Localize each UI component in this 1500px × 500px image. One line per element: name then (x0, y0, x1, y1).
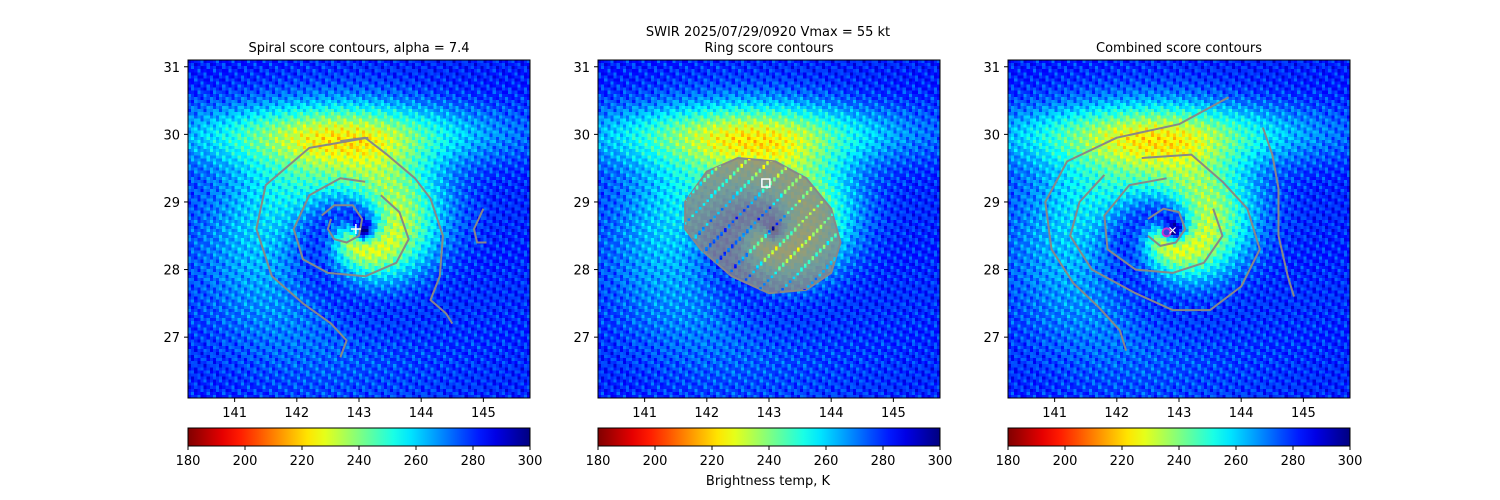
colorbar-tick-label: 200 (643, 454, 668, 469)
colorbar-tick-label: 260 (404, 454, 429, 469)
y-tick-label: 29 (163, 196, 180, 211)
colorbar-tick-label: 240 (347, 454, 372, 469)
x-tick-label: 141 (632, 406, 657, 421)
colorbar (597, 427, 941, 447)
score-contour (1261, 127, 1295, 297)
y-tick-label: 28 (163, 264, 180, 279)
y-tick-label: 28 (573, 264, 590, 279)
panel-2: Ring score contours 141 142 143 144 145 27 28 29… (573, 41, 952, 469)
y-tick-label: 31 (983, 61, 1000, 76)
panel-3: Combined score contours 141 142 143 144 145 27… (983, 41, 1362, 469)
colorbar-tick-label: 220 (290, 454, 315, 469)
colorbar-tick-label: 180 (996, 454, 1021, 469)
y-tick-label: 30 (573, 128, 590, 143)
score-contour (321, 204, 364, 244)
colorbar-tick-label: 300 (1338, 454, 1363, 469)
x-tick-label: 144 (409, 406, 434, 421)
center-marker (1161, 227, 1172, 238)
x-tick-label: 144 (819, 406, 844, 421)
colorbar-tick-label: 240 (757, 454, 782, 469)
brightness-heatmap (1008, 60, 1350, 398)
x-tick-label: 143 (347, 406, 372, 421)
colorbar-tick-label: 220 (1110, 454, 1135, 469)
colorbar-tick-label: 200 (1053, 454, 1078, 469)
colorbar-tick-label: 180 (586, 454, 611, 469)
x-tick-label: 141 (222, 406, 247, 421)
colorbar-tick-label: 280 (1281, 454, 1306, 469)
score-contour (1103, 177, 1224, 274)
score-contour (340, 136, 454, 325)
colorbar-label: Brightness temp, K (706, 474, 831, 489)
score-contour (255, 136, 369, 358)
secondary-marker (1169, 226, 1176, 234)
score-contour (1147, 207, 1187, 247)
y-tick-label: 27 (983, 331, 1000, 346)
x-tick-label: 145 (881, 406, 906, 421)
colorbar-tick-label: 280 (871, 454, 896, 469)
score-contour (473, 208, 487, 244)
y-tick-label: 28 (983, 264, 1000, 279)
x-tick-label: 145 (471, 406, 496, 421)
y-tick-label: 29 (573, 196, 590, 211)
colorbar-tick-label: 300 (928, 454, 953, 469)
y-tick-label: 27 (573, 331, 590, 346)
x-tick-label: 144 (1229, 406, 1254, 421)
panel-title: Spiral score contours, alpha = 7.4 (248, 41, 469, 56)
colorbar-tick-label: 220 (700, 454, 725, 469)
colorbar-tick-label: 300 (518, 454, 543, 469)
colorbar-tick-label: 260 (814, 454, 839, 469)
x-tick-label: 143 (757, 406, 782, 421)
y-tick-label: 31 (573, 61, 590, 76)
panel-1: Spiral score contours, alpha = 7.4 141 142… (163, 41, 542, 469)
center-marker (761, 178, 771, 188)
panel-title: Combined score contours (1096, 41, 1262, 56)
center-marker (350, 224, 361, 234)
x-tick-label: 145 (1291, 406, 1316, 421)
score-contour (1044, 96, 1230, 351)
y-tick-label: 30 (163, 128, 180, 143)
colorbar-tick-label: 180 (176, 454, 201, 469)
y-tick-label: 30 (983, 128, 1000, 143)
x-tick-label: 143 (1167, 406, 1192, 421)
y-tick-label: 29 (983, 196, 1000, 211)
score-contour (292, 177, 410, 278)
panel-title: Ring score contours (704, 41, 833, 56)
colorbar-tick-label: 260 (1224, 454, 1249, 469)
x-tick-label: 141 (1042, 406, 1067, 421)
colorbar-tick-label: 200 (233, 454, 258, 469)
figure-suptitle: SWIR 2025/07/29/0920 Vmax = 55 kt (646, 25, 890, 40)
x-tick-label: 142 (284, 406, 309, 421)
colorbar-tick-label: 280 (461, 454, 486, 469)
x-tick-label: 142 (694, 406, 719, 421)
y-tick-label: 31 (163, 61, 180, 76)
colorbar (187, 427, 531, 447)
colorbar-tick-label: 240 (1167, 454, 1192, 469)
y-tick-label: 27 (163, 331, 180, 346)
x-tick-label: 142 (1104, 406, 1129, 421)
score-contour (1069, 153, 1261, 312)
colorbar (1007, 427, 1351, 447)
